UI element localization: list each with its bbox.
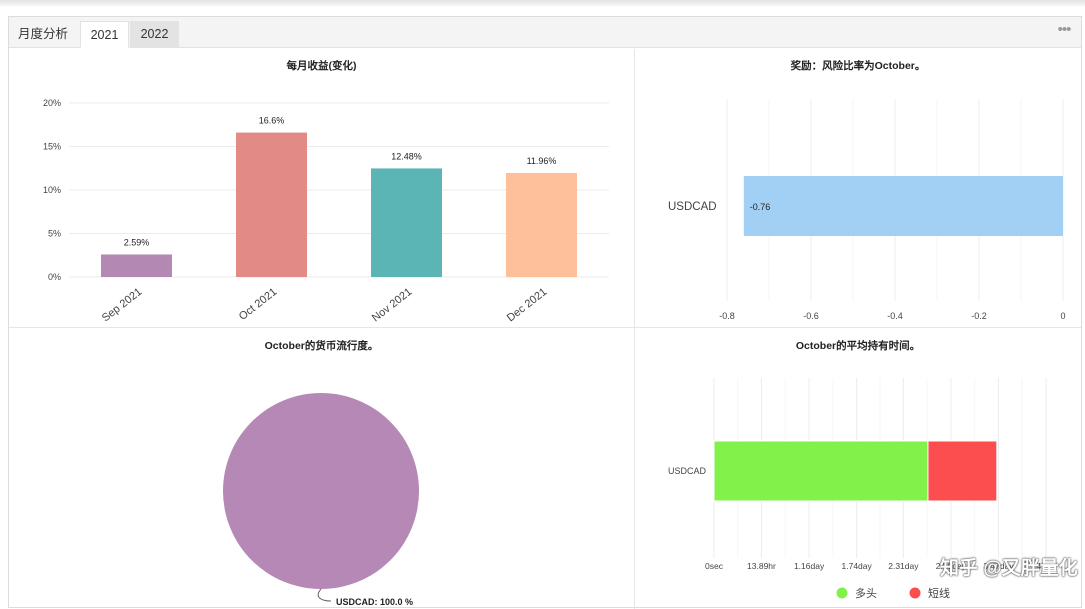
y-tick-label: 15%	[43, 142, 61, 152]
x-tick-label: -0.4	[887, 311, 903, 321]
pie-label-connector	[317, 588, 332, 602]
currency-popularity-title: October的货币流行度。	[264, 340, 379, 352]
pie-data-label: USDCAD: 100.0 %	[336, 597, 413, 607]
y-tick-label: 0%	[48, 272, 61, 282]
x-tick-label: Oct 2021	[237, 286, 280, 323]
x-tick-label: 0sec	[705, 561, 724, 571]
x-tick-label: 3.47day	[983, 561, 1014, 571]
bar	[743, 176, 1063, 236]
x-tick-label: 1.16day	[794, 561, 825, 571]
bar-data-label: -0.76	[750, 202, 771, 212]
monthly-analysis-widget: 月度分析 2021 2022 ••• 每月收益(变化) 0% 5% 10% 15% 20…	[8, 16, 1082, 609]
watermark: 知乎 @又胖量化	[940, 558, 1078, 579]
bar	[506, 172, 577, 277]
y-category-label: USDCAD	[668, 466, 707, 476]
bar	[236, 132, 307, 277]
legend-marker	[836, 587, 848, 599]
x-tick-label: 1.74day	[842, 561, 873, 571]
bar	[371, 168, 442, 277]
x-tick-label: Dec 2021	[505, 286, 549, 324]
y-tick-label: 10%	[43, 185, 61, 195]
y-tick-label: 20%	[43, 98, 61, 108]
reward-risk-title: 奖励：风险比率为October。	[790, 60, 926, 72]
top-strip	[0, 0, 1085, 6]
legend-label: 多头	[855, 586, 877, 600]
bar-segment	[927, 440, 998, 502]
holding-time-chart: 0sec 13.89hr 1.16day 1.74day 2.31day 2.89day 3…	[668, 378, 1056, 600]
tab-2021[interactable]: 2021	[80, 21, 129, 48]
tab-monthly-analysis[interactable]: 月度分析	[17, 27, 68, 41]
currency-popularity-chart: USDCAD: 100.0 %	[223, 393, 419, 607]
horizontal-divider	[9, 327, 1081, 328]
x-tick-label: Sep 2021	[100, 286, 145, 324]
bar-data-label: 16.6%	[259, 116, 285, 126]
bar-segment	[713, 440, 929, 502]
pie-slice	[223, 393, 419, 589]
x-tick-label: -0.2	[971, 311, 987, 321]
x-tick-label: Nov 2021	[370, 286, 414, 324]
holding-time-title: October的平均持有时间。	[795, 340, 921, 352]
bar-data-label: 11.96%	[527, 156, 557, 166]
reward-risk-chart: -0.8 -0.6 -0.4 -0.2 0 -0.76 USDCAD	[668, 99, 1066, 321]
x-tick-label: 2.31day	[888, 561, 919, 571]
tab-bar: 月度分析 2021 2022 •••	[9, 17, 1081, 48]
bar-data-label: 2.59%	[124, 237, 150, 247]
y-category-label: USDCAD	[668, 201, 717, 213]
legend-label: 短线	[928, 586, 950, 600]
monthly-returns-title: 每月收益(变化)	[286, 60, 357, 72]
vertical-divider	[634, 49, 635, 609]
x-tick-label: -0.6	[803, 311, 819, 321]
x-tick-label: 4.0...	[1037, 561, 1056, 571]
legend-marker	[909, 587, 921, 599]
x-tick-label: 13.89hr	[747, 561, 776, 571]
y-tick-label: 5%	[48, 229, 61, 239]
more-options-icon[interactable]: •••	[1057, 21, 1072, 38]
x-tick-label: 0	[1060, 311, 1065, 321]
bar-data-label: 12.48%	[391, 151, 422, 161]
tab-2022[interactable]: 2022	[130, 21, 179, 48]
x-tick-label: 2.89day	[936, 561, 967, 571]
monthly-returns-chart: 0% 5% 10% 15% 20% 2.59% Sep 2021 16.6% Oct 2021 1…	[43, 98, 609, 324]
bar	[101, 254, 172, 277]
x-tick-label: -0.8	[719, 311, 735, 321]
